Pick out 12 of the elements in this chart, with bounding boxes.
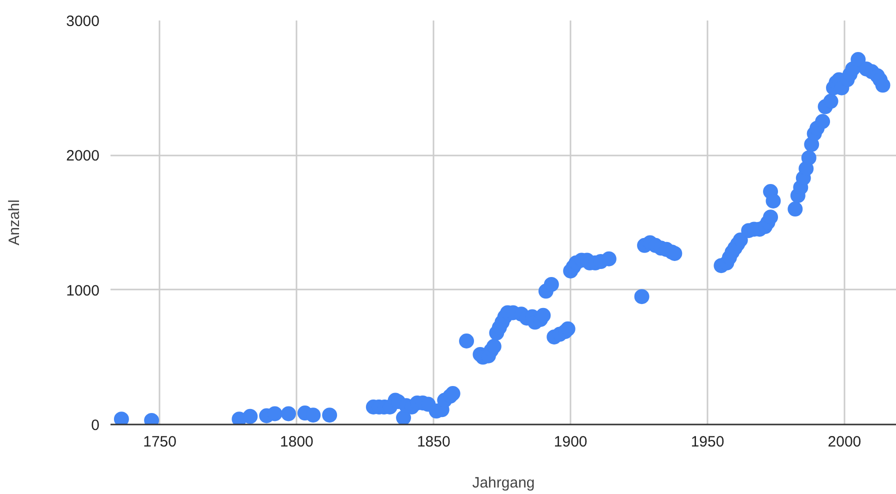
x-tick-label: 1950 (690, 434, 724, 450)
y-tick-label: 2000 (66, 148, 100, 165)
y-tick-label: 1000 (66, 282, 100, 300)
y-axis-title: Anzahl (6, 200, 24, 246)
x-axis-title: Jahrgang (472, 474, 535, 492)
x-tick-label: 1800 (280, 434, 314, 450)
y-tick-label: 3000 (66, 13, 100, 30)
x-tick-label: 1900 (554, 434, 588, 450)
x-tick-label: 1850 (416, 434, 450, 450)
x-tick-label: 1750 (143, 434, 176, 450)
x-tick-label: 2000 (828, 434, 862, 450)
y-tick-label: 0 (91, 417, 100, 434)
